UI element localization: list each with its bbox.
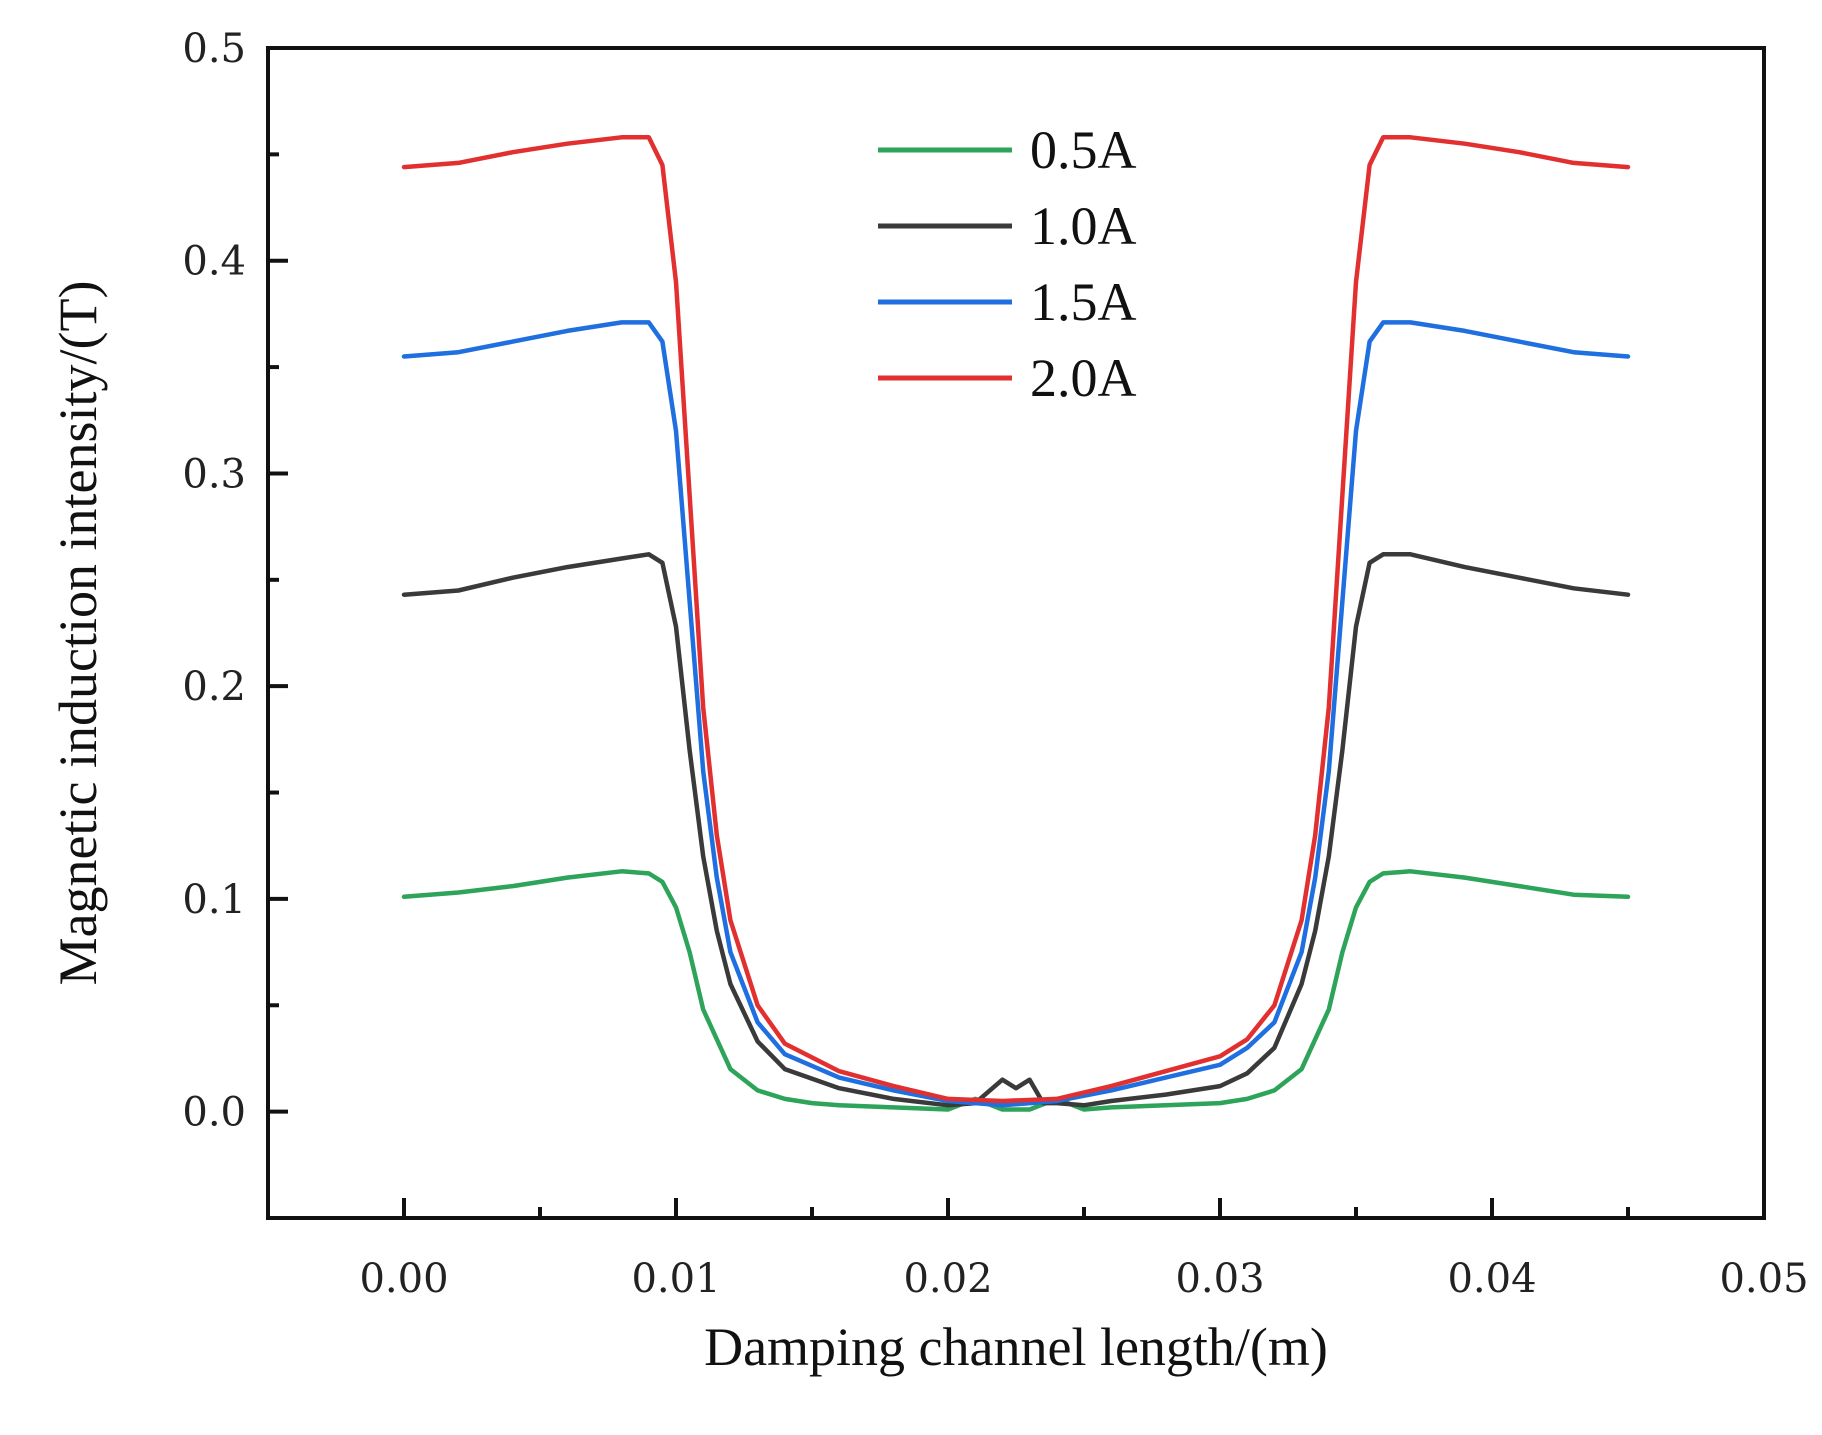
x-tick-label: 0.00 [359, 1256, 448, 1302]
x-tick-label: 0.03 [1175, 1256, 1264, 1302]
x-tick-label: 0.01 [631, 1256, 720, 1302]
x-tick-label: 0.05 [1719, 1256, 1808, 1302]
series-line-2.0A [401, 135, 1631, 1104]
legend: 0.5A 1.0A 1.5A 2.0A [878, 120, 1137, 408]
y-tick-label: 0.2 [182, 664, 246, 710]
legend-label: 1.0A [1030, 196, 1137, 256]
legend-label: 0.5A [1030, 120, 1137, 180]
series-line-0.5A [401, 869, 1631, 1112]
y-tick-label: 0.5 [182, 26, 246, 72]
y-tick-label: 0.4 [182, 239, 246, 285]
y-tick-label: 0.1 [182, 877, 246, 923]
series-line-1.5A [401, 320, 1631, 1108]
legend-label: 1.5A [1030, 272, 1137, 332]
plot-area-frame [266, 46, 1766, 1220]
x-axis-title: Damping channel length/(m) [704, 1317, 1328, 1377]
series-layer [401, 135, 1631, 1112]
y-axis-title: Magnetic induction intensity/(T) [48, 281, 108, 986]
y-tick-label: 0.0 [182, 1090, 246, 1136]
legend-label: 2.0A [1030, 348, 1137, 408]
x-tick-label: 0.02 [903, 1256, 992, 1302]
y-tick-label: 0.3 [182, 451, 246, 497]
y-axis-ticks: 0.0 0.1 0.2 0.3 0.4 0.5 [182, 26, 288, 1136]
x-axis-ticks: 0.00 0.01 0.02 0.03 0.04 0.05 [359, 1198, 1809, 1302]
series-line-1.0A [401, 552, 1631, 1108]
x-tick-label: 0.04 [1447, 1256, 1536, 1302]
